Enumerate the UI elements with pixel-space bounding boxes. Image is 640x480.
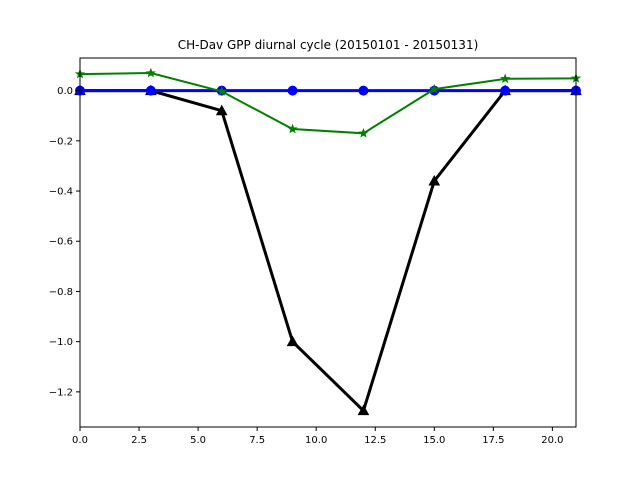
data-point-star [358, 127, 369, 138]
data-point-star [145, 67, 156, 78]
y-tick-label: −0.2 [49, 136, 73, 147]
chart-title: CH-Dav GPP diurnal cycle (20150101 - 201… [178, 38, 479, 52]
y-axis: 0.0 −0.2 −0.4 −0.6 −0.8 −1.0 −1.2 [49, 86, 80, 398]
x-tick-label: 20.0 [541, 435, 563, 446]
plot-area [74, 67, 582, 416]
y-tick-label: −1.2 [49, 387, 73, 398]
x-tick-label: 17.5 [482, 435, 504, 446]
y-tick-label: −0.8 [49, 287, 73, 298]
data-point-triangle [357, 404, 370, 416]
x-tick-label: 7.5 [249, 435, 265, 446]
data-point-star [216, 86, 227, 96]
axes-frame [79, 57, 577, 428]
y-tick-label: 0.0 [57, 86, 73, 97]
data-point-circle [358, 85, 369, 96]
series-2 [80, 72, 576, 135]
x-tick-label: 0.0 [72, 435, 88, 446]
data-point-circle [500, 85, 511, 96]
x-tick-label: 15.0 [423, 435, 445, 446]
y-tick-label: −0.4 [49, 187, 73, 198]
data-point-circle [145, 85, 156, 96]
data-point-star [429, 83, 440, 94]
y-tick-label: −1.0 [49, 337, 73, 348]
series-markers [74, 84, 582, 416]
series-0 [80, 89, 576, 414]
data-point-circle [287, 85, 298, 96]
series-line [80, 72, 576, 135]
data-point-star [500, 73, 511, 84]
data-point-triangle [215, 104, 228, 116]
x-tick-label: 12.5 [364, 435, 386, 446]
data-point-triangle [286, 335, 299, 347]
x-tick-label: 5.0 [190, 435, 206, 446]
data-point-triangle [428, 174, 441, 186]
data-point-star [287, 123, 298, 134]
y-tick-label: −0.6 [49, 237, 73, 248]
x-tick-label: 2.5 [131, 435, 147, 446]
series-markers [74, 67, 582, 138]
x-tick-label: 10.0 [305, 435, 327, 446]
x-axis: 0.0 2.5 5.0 7.5 10.0 12.5 15.0 17.5 20.0 [72, 427, 564, 446]
series-line [80, 89, 576, 414]
